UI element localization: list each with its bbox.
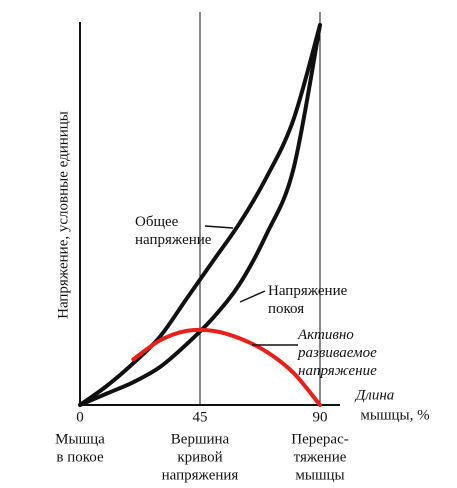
- tick-note: напряжения: [162, 467, 239, 483]
- tick-note: тяжение: [294, 449, 347, 465]
- series-label: Общее напряжение: [135, 214, 212, 248]
- series-line: [78, 23, 322, 407]
- leader-line: [239, 290, 266, 303]
- tick-note: Вершина: [171, 431, 230, 447]
- x-tick-label: 0: [76, 409, 84, 425]
- series-line: [131, 327, 322, 407]
- x-tick-label: 45: [193, 409, 208, 425]
- x-axis-label: Длина: [354, 387, 395, 403]
- tick-note: Перерас-: [291, 431, 348, 447]
- leader-line: [204, 225, 234, 229]
- series-label: Активно развиваемое напряжение: [297, 327, 381, 379]
- tick-note: Мышца: [55, 431, 105, 447]
- series-line: [78, 23, 322, 407]
- tick-note: кривой: [177, 449, 222, 465]
- series-label: Напряжение покоя: [268, 283, 351, 317]
- y-axis-label: Напряжение, условные единицы: [55, 111, 71, 319]
- x-tick-label: 90: [313, 409, 328, 425]
- x-axis-label: мышцы, %: [360, 407, 429, 423]
- tick-note: в покое: [56, 449, 104, 465]
- tick-note: мышцы: [295, 467, 344, 483]
